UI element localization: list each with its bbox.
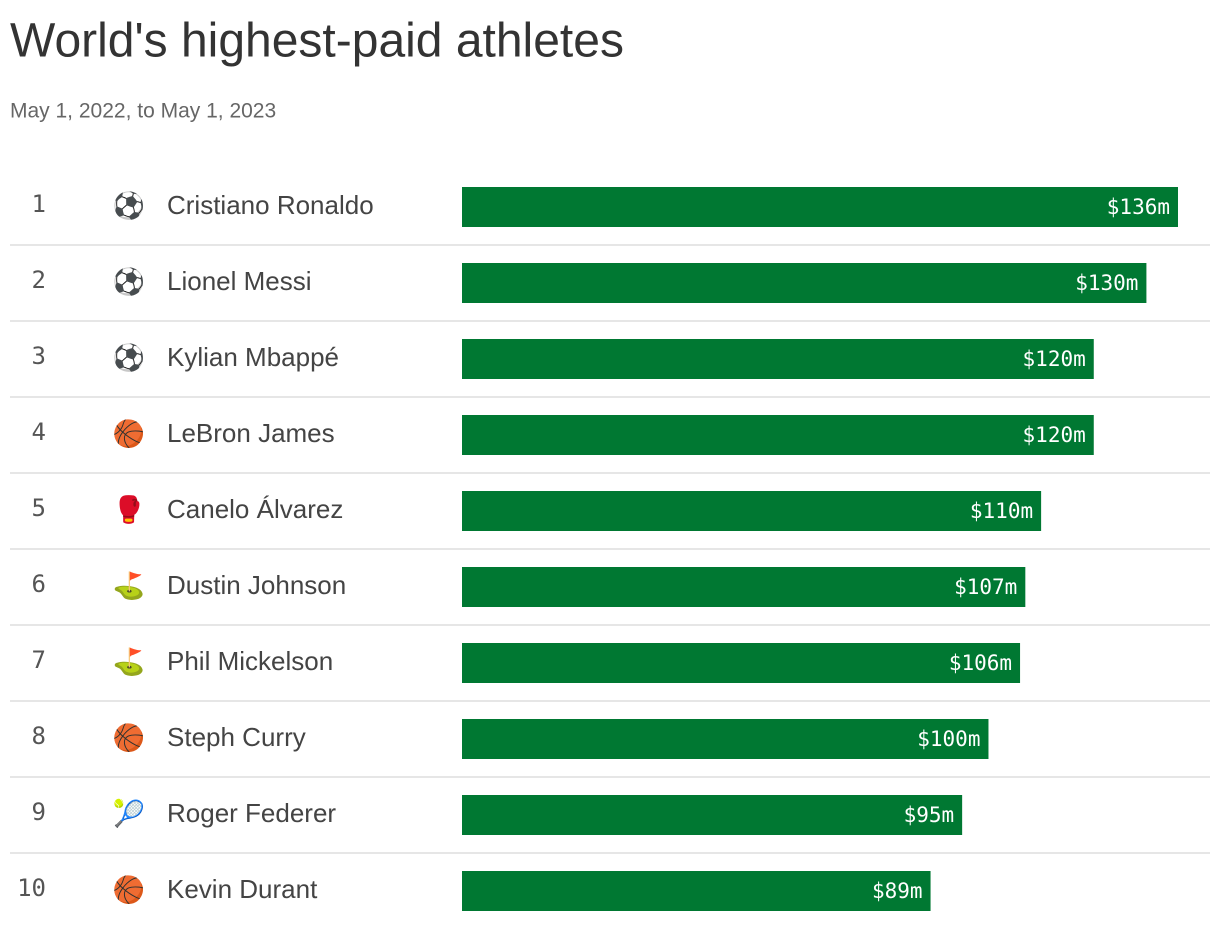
rank: 5 (32, 494, 46, 522)
chart-subtitle: May 1, 2022, to May 1, 2023 (10, 100, 276, 123)
sport-icon: 🏀 (113, 417, 145, 451)
bar (462, 187, 1178, 227)
rank: 7 (32, 646, 46, 674)
value-label: $107m (954, 575, 1017, 599)
athlete-name: Steph Curry (167, 722, 306, 752)
rank: 8 (32, 722, 46, 750)
bar (462, 339, 1094, 379)
sport-icon: ⚽ (112, 267, 145, 298)
bar (462, 263, 1147, 303)
value-label: $136m (1107, 195, 1170, 219)
sport-icon: ⚽ (112, 343, 145, 374)
bar (462, 415, 1094, 455)
athlete-name: Lionel Messi (167, 266, 312, 296)
bar (462, 719, 989, 759)
bar (462, 643, 1021, 683)
rank: 6 (32, 570, 46, 598)
athlete-name: Roger Federer (167, 798, 336, 828)
sport-icon: ⚽ (112, 191, 145, 222)
value-label: $120m (1023, 423, 1086, 447)
athlete-name: Kevin Durant (167, 874, 318, 904)
athlete-name: Dustin Johnson (167, 570, 346, 600)
chart-title: World's highest-paid athletes (10, 15, 624, 68)
value-label: $89m (872, 879, 923, 903)
value-label: $100m (917, 727, 980, 751)
sport-icon: 🏀 (113, 721, 145, 755)
rank: 2 (32, 266, 46, 294)
sport-icon: ⛳ (113, 571, 145, 602)
rank: 3 (32, 342, 46, 370)
bar (462, 871, 931, 911)
rank: 4 (32, 418, 46, 446)
bar (462, 491, 1042, 531)
rank: 1 (32, 190, 46, 218)
athlete-name: Kylian Mbappé (167, 342, 339, 372)
athlete-name: Cristiano Ronaldo (167, 190, 374, 220)
athlete-name: Canelo Álvarez (167, 494, 343, 524)
rank: 9 (32, 798, 46, 826)
value-label: $130m (1075, 271, 1138, 295)
value-label: $120m (1023, 347, 1086, 371)
sport-icon: 🏀 (113, 873, 145, 907)
value-label: $106m (949, 651, 1012, 675)
bar (462, 567, 1026, 607)
value-label: $95m (904, 803, 955, 827)
bar (462, 795, 963, 835)
sport-icon: ⛳ (113, 647, 145, 678)
athlete-name: Phil Mickelson (167, 646, 333, 676)
sport-icon: 🥊 (113, 495, 145, 526)
rank: 10 (17, 874, 46, 902)
athlete-name: LeBron James (167, 418, 335, 448)
sport-icon: 🎾 (113, 798, 145, 830)
value-label: $110m (970, 499, 1033, 523)
